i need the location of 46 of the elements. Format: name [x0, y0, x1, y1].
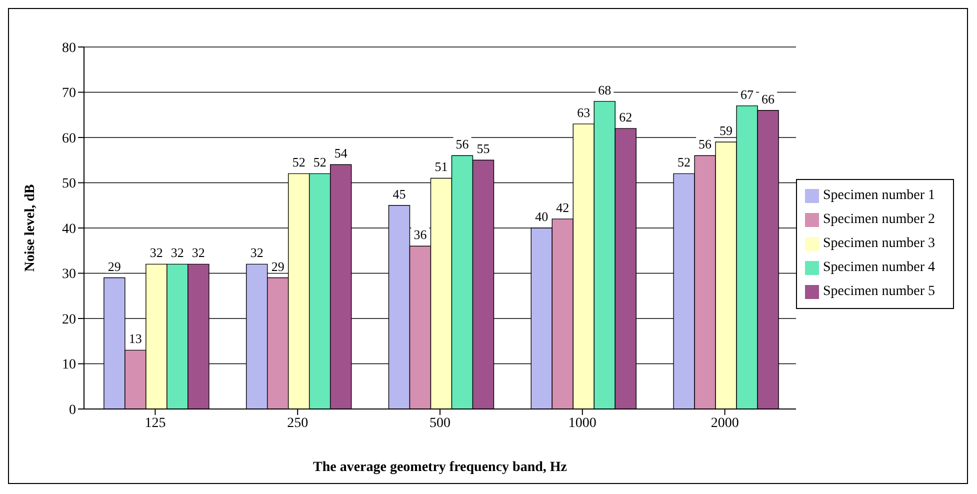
data-label: 13 — [128, 331, 142, 346]
data-label: 51 — [434, 159, 448, 174]
y-axis-title: Noise level, dB — [22, 184, 38, 272]
y-tick-label: 80 — [62, 40, 76, 56]
legend-label: Specimen number 4 — [823, 260, 935, 275]
x-tick-label: 125 — [144, 416, 166, 431]
data-label: 62 — [619, 109, 632, 124]
data-label: 32 — [250, 245, 264, 260]
data-label: 32 — [170, 245, 184, 260]
data-label: 40 — [535, 209, 548, 224]
data-label: 59 — [720, 123, 733, 138]
data-label: 32 — [150, 245, 163, 260]
data-label: 63 — [577, 104, 590, 120]
data-label: 54 — [334, 146, 348, 161]
x-tick-label: 500 — [430, 416, 451, 431]
data-label: 45 — [392, 186, 406, 202]
x-axis-title: The average geometry frequency band, Hz — [312, 460, 568, 475]
y-tick-label: 20 — [62, 312, 76, 328]
y-tick-label: 0 — [69, 402, 76, 418]
data-label: 36 — [414, 227, 428, 242]
y-tick-label: 30 — [62, 267, 76, 282]
data-label: 29 — [108, 258, 121, 274]
y-tick-label: 40 — [62, 222, 76, 237]
legend-label: Specimen number 3 — [823, 236, 935, 251]
data-label: 32 — [192, 245, 205, 260]
legend-label: Specimen number 5 — [823, 284, 935, 299]
data-label: 52 — [313, 154, 326, 170]
legend-label: Specimen number 1 — [823, 188, 935, 203]
y-tick-label: 60 — [62, 131, 76, 146]
y-tick-label: 70 — [62, 86, 76, 102]
data-label: 52 — [292, 154, 306, 170]
x-tick-label: 250 — [287, 416, 308, 431]
data-label: 55 — [476, 141, 490, 156]
data-label: 56 — [456, 136, 470, 152]
data-label: 29 — [271, 258, 284, 274]
data-label: 67 — [740, 86, 754, 102]
x-tick-label: 2000 — [710, 416, 739, 431]
data-label: 68 — [598, 82, 612, 98]
data-label: 66 — [762, 91, 776, 106]
data-label: 42 — [556, 200, 570, 215]
y-tick-label: 50 — [62, 176, 76, 192]
data-label: 56 — [698, 136, 712, 152]
x-tick-label: 1000 — [568, 416, 596, 431]
data-label: 52 — [678, 154, 691, 170]
legend-label: Specimen number 2 — [823, 212, 935, 227]
y-tick-label: 10 — [62, 358, 76, 373]
